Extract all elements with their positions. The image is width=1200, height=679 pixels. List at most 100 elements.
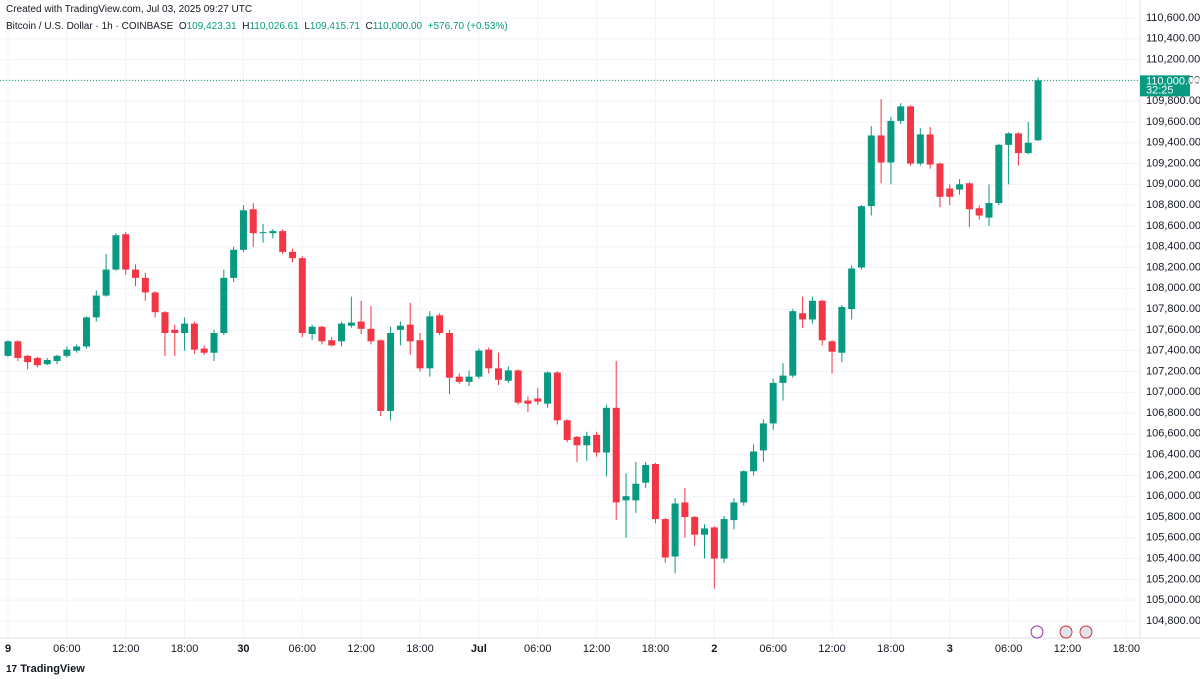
h-value: 110,026.61 bbox=[249, 21, 299, 32]
candle-body bbox=[995, 144, 1003, 204]
y-tick-label: 106,200.00 bbox=[1146, 469, 1200, 481]
candle-body bbox=[475, 350, 483, 377]
candle-body bbox=[534, 398, 542, 402]
c-label: C bbox=[365, 21, 373, 32]
y-tick-label: 106,000.00 bbox=[1146, 490, 1200, 502]
candle-body bbox=[593, 434, 601, 453]
candle-body bbox=[151, 292, 159, 313]
candle-body bbox=[514, 370, 522, 403]
x-tick-label: 06:00 bbox=[53, 643, 81, 655]
candle-body bbox=[946, 188, 954, 197]
candle-body bbox=[956, 184, 964, 190]
y-tick-label: 106,800.00 bbox=[1146, 407, 1200, 419]
symbol: Bitcoin / U.S. Dollar · 1h · COINBASE bbox=[6, 21, 174, 32]
candle-body bbox=[259, 232, 267, 234]
candle-body bbox=[769, 382, 777, 424]
y-tick-label: 106,400.00 bbox=[1146, 449, 1200, 461]
x-tick-label: 12:00 bbox=[347, 643, 375, 655]
candle-body bbox=[63, 349, 71, 356]
candle-body bbox=[838, 306, 846, 353]
candle-body bbox=[436, 315, 444, 333]
candle-body bbox=[877, 135, 885, 163]
candle-body bbox=[818, 300, 826, 341]
x-tick-label: Jul bbox=[471, 643, 487, 655]
candle-body bbox=[907, 106, 915, 164]
y-tick-label: 110,400.00 bbox=[1146, 33, 1200, 45]
candle-body bbox=[681, 502, 689, 517]
flag-icon[interactable] bbox=[1079, 625, 1093, 639]
x-tick-label: 06:00 bbox=[995, 643, 1023, 655]
candle-body bbox=[544, 372, 552, 404]
y-tick-label: 105,000.00 bbox=[1146, 594, 1200, 606]
candle-body bbox=[808, 300, 816, 320]
candle-body bbox=[171, 329, 179, 333]
x-tick-label: 06:00 bbox=[289, 643, 317, 655]
candle-body bbox=[122, 234, 130, 270]
candle-body bbox=[936, 163, 944, 197]
change: +576.70 (+0.53%) bbox=[427, 21, 508, 32]
candle-body bbox=[112, 235, 120, 270]
y-tick-label: 110,200.00 bbox=[1146, 53, 1200, 65]
y-tick-label: 108,000.00 bbox=[1146, 282, 1200, 294]
candle-body bbox=[102, 269, 110, 296]
candle-body bbox=[347, 322, 355, 326]
candle-body bbox=[759, 423, 767, 451]
x-tick-label: 12:00 bbox=[112, 643, 140, 655]
y-tick-label: 108,800.00 bbox=[1146, 199, 1200, 211]
candle-body bbox=[387, 332, 395, 411]
candle-body bbox=[975, 208, 983, 216]
candle-body bbox=[14, 341, 22, 358]
candle-body bbox=[750, 451, 758, 472]
created-note: Created with TradingView.com, Jul 03, 20… bbox=[6, 4, 253, 15]
candle-body bbox=[1005, 133, 1013, 145]
x-tick-label: 9 bbox=[5, 643, 11, 655]
candle-body bbox=[73, 346, 81, 351]
o-value: 109,423.31 bbox=[186, 21, 237, 32]
candle-body bbox=[82, 317, 90, 347]
candle-body bbox=[406, 324, 414, 342]
candle-body bbox=[33, 357, 41, 366]
logo: 17 bbox=[6, 664, 18, 675]
event-icon[interactable] bbox=[1030, 625, 1044, 639]
candle-body bbox=[455, 376, 463, 382]
x-tick-label: 06:00 bbox=[524, 643, 552, 655]
flag-icon[interactable] bbox=[1059, 625, 1073, 639]
y-tick-label: 108,200.00 bbox=[1146, 261, 1200, 273]
y-tick-label: 109,000.00 bbox=[1146, 178, 1200, 190]
candle-body bbox=[553, 372, 561, 421]
y-tick-label: 109,800.00 bbox=[1146, 95, 1200, 107]
candle-body bbox=[181, 323, 189, 333]
y-tick-label: 105,200.00 bbox=[1146, 573, 1200, 585]
candle-body bbox=[210, 332, 218, 353]
candle-body bbox=[318, 326, 326, 342]
c-value: 110,000.00 bbox=[372, 21, 423, 32]
x-tick-label: 18:00 bbox=[171, 643, 199, 655]
candle-body bbox=[740, 471, 748, 503]
candle-body bbox=[396, 325, 404, 330]
x-tick-label: 18:00 bbox=[877, 643, 905, 655]
x-tick-label: 30 bbox=[237, 643, 249, 655]
candle-body bbox=[691, 516, 699, 535]
candle-body bbox=[632, 483, 640, 501]
candle-body bbox=[563, 420, 571, 441]
candle-body bbox=[602, 407, 610, 453]
candle-body bbox=[239, 210, 247, 250]
candle-body bbox=[897, 106, 905, 121]
candle-body bbox=[671, 503, 679, 557]
y-tick-label: 107,800.00 bbox=[1146, 303, 1200, 315]
candle-body bbox=[642, 465, 650, 483]
y-tick-label: 105,800.00 bbox=[1146, 511, 1200, 523]
candle-body bbox=[887, 120, 895, 163]
candle-body bbox=[612, 407, 620, 503]
y-tick-label: 107,000.00 bbox=[1146, 386, 1200, 398]
candle-body bbox=[161, 312, 169, 333]
candle-body bbox=[720, 519, 728, 559]
candle-body bbox=[328, 340, 336, 346]
candle-body bbox=[573, 436, 581, 446]
candle-body bbox=[1024, 142, 1032, 154]
y-tick-label: 104,800.00 bbox=[1146, 615, 1200, 627]
y-tick-label: 105,600.00 bbox=[1146, 532, 1200, 544]
x-tick-label: 18:00 bbox=[642, 643, 670, 655]
candle-body bbox=[916, 134, 924, 164]
footer-brand: 17 TradingView bbox=[6, 663, 85, 675]
